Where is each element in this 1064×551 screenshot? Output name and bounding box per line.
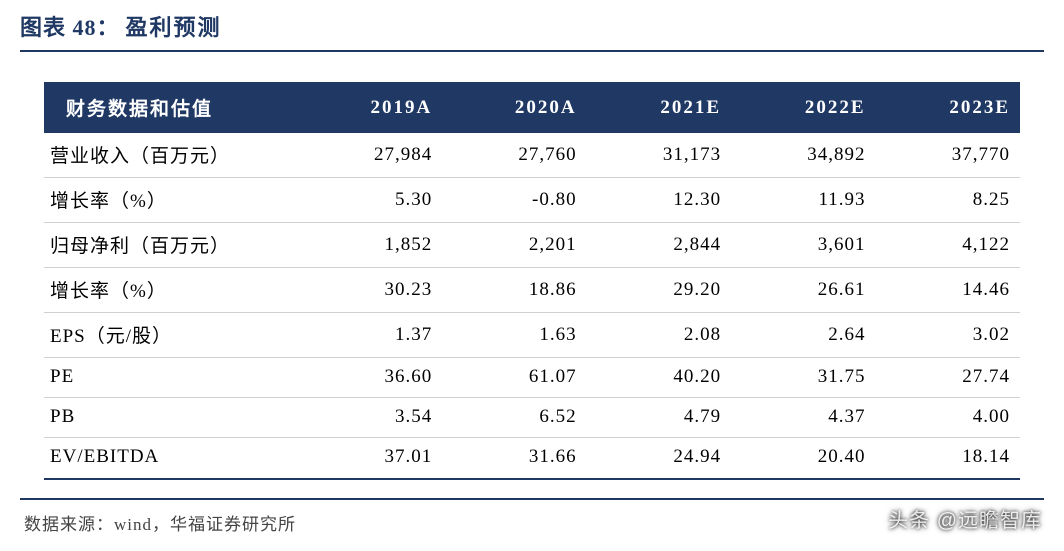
cell-value: 27,984 <box>298 133 442 178</box>
cell-value: 31.66 <box>442 438 586 480</box>
cell-value: 2,201 <box>442 223 586 268</box>
cell-value: 26.61 <box>731 268 875 313</box>
cell-value: 1.37 <box>298 313 442 358</box>
cell-value: 27,760 <box>442 133 586 178</box>
cell-value: 4.00 <box>876 398 1021 438</box>
cell-metric: PE <box>44 358 298 398</box>
table-row: 增长率（%） 30.23 18.86 29.20 26.61 14.46 <box>44 268 1020 313</box>
cell-metric: PB <box>44 398 298 438</box>
cell-value: 12.30 <box>587 178 731 223</box>
forecast-table-wrap: 财务数据和估值 2019A 2020A 2021E 2022E 2023E 营业… <box>20 52 1044 494</box>
cell-value: 31,173 <box>587 133 731 178</box>
col-2019a: 2019A <box>298 82 442 133</box>
cell-value: 40.20 <box>587 358 731 398</box>
cell-value: 5.30 <box>298 178 442 223</box>
cell-value: 8.25 <box>876 178 1021 223</box>
cell-value: 29.20 <box>587 268 731 313</box>
cell-metric: 增长率（%） <box>44 178 298 223</box>
cell-value: 2.08 <box>587 313 731 358</box>
cell-value: 3.02 <box>876 313 1021 358</box>
col-2022e: 2022E <box>731 82 875 133</box>
forecast-table: 财务数据和估值 2019A 2020A 2021E 2022E 2023E 营业… <box>44 82 1020 480</box>
cell-value: 30.23 <box>298 268 442 313</box>
table-body: 营业收入（百万元） 27,984 27,760 31,173 34,892 37… <box>44 133 1020 479</box>
cell-metric: 营业收入（百万元） <box>44 133 298 178</box>
cell-value: 4.79 <box>587 398 731 438</box>
cell-value: 31.75 <box>731 358 875 398</box>
cell-value: 61.07 <box>442 358 586 398</box>
data-source: 数据来源：wind，华福证券研究所 <box>24 515 296 534</box>
table-row: 归母净利（百万元） 1,852 2,201 2,844 3,601 4,122 <box>44 223 1020 268</box>
table-row: PB 3.54 6.52 4.79 4.37 4.00 <box>44 398 1020 438</box>
figure-number: 图表 48： <box>20 10 120 42</box>
cell-value: 37.01 <box>298 438 442 480</box>
cell-value: 37,770 <box>876 133 1021 178</box>
figure-header: 图表 48： 盈利预测 <box>20 10 1044 52</box>
cell-value: 1.63 <box>442 313 586 358</box>
cell-value: 18.86 <box>442 268 586 313</box>
cell-metric: EV/EBITDA <box>44 438 298 480</box>
cell-value: 6.52 <box>442 398 586 438</box>
cell-value: 3.54 <box>298 398 442 438</box>
cell-value: 11.93 <box>731 178 875 223</box>
table-row: 增长率（%） 5.30 -0.80 12.30 11.93 8.25 <box>44 178 1020 223</box>
cell-value: 2.64 <box>731 313 875 358</box>
cell-value: 20.40 <box>731 438 875 480</box>
watermark: 头条 @远瞻智库 <box>888 504 1042 533</box>
cell-value: 2,844 <box>587 223 731 268</box>
col-2021e: 2021E <box>587 82 731 133</box>
cell-value: -0.80 <box>442 178 586 223</box>
cell-value: 4.37 <box>731 398 875 438</box>
cell-value: 3,601 <box>731 223 875 268</box>
table-row: EPS（元/股） 1.37 1.63 2.08 2.64 3.02 <box>44 313 1020 358</box>
col-2023e: 2023E <box>876 82 1021 133</box>
cell-value: 1,852 <box>298 223 442 268</box>
table-row: 营业收入（百万元） 27,984 27,760 31,173 34,892 37… <box>44 133 1020 178</box>
cell-value: 18.14 <box>876 438 1021 480</box>
cell-value: 34,892 <box>731 133 875 178</box>
table-row: PE 36.60 61.07 40.20 31.75 27.74 <box>44 358 1020 398</box>
col-metric: 财务数据和估值 <box>44 82 298 133</box>
figure-title: 盈利预测 <box>126 10 222 42</box>
cell-value: 24.94 <box>587 438 731 480</box>
cell-metric: 增长率（%） <box>44 268 298 313</box>
cell-metric: 归母净利（百万元） <box>44 223 298 268</box>
cell-value: 4,122 <box>876 223 1021 268</box>
cell-value: 36.60 <box>298 358 442 398</box>
col-2020a: 2020A <box>442 82 586 133</box>
cell-metric: EPS（元/股） <box>44 313 298 358</box>
table-row: EV/EBITDA 37.01 31.66 24.94 20.40 18.14 <box>44 438 1020 480</box>
table-header-row: 财务数据和估值 2019A 2020A 2021E 2022E 2023E <box>44 82 1020 133</box>
cell-value: 27.74 <box>876 358 1021 398</box>
cell-value: 14.46 <box>876 268 1021 313</box>
